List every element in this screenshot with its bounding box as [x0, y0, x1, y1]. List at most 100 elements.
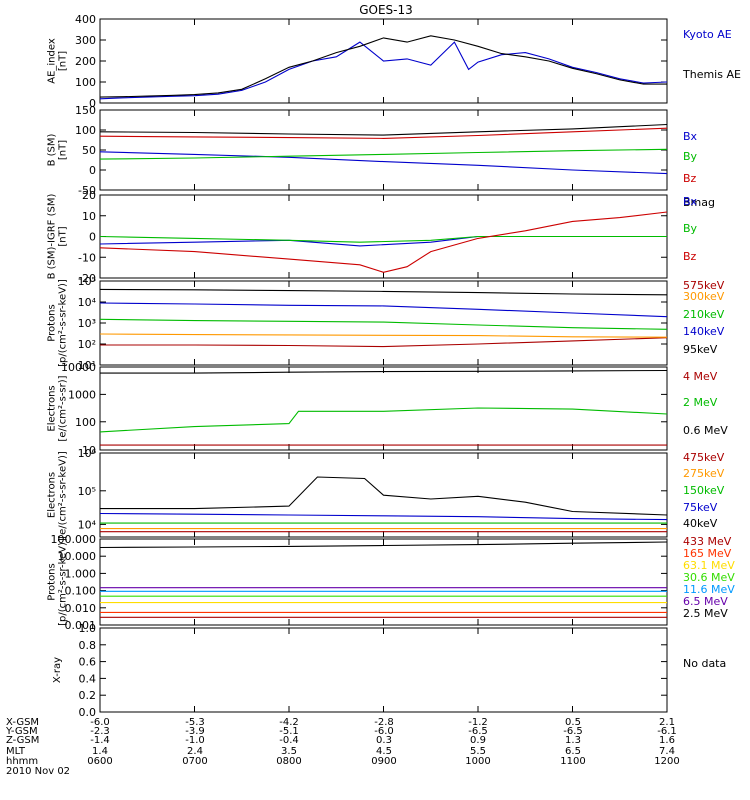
y-axis-label-line: B (SM): [47, 133, 58, 166]
y-tick-label: 10³: [78, 317, 96, 330]
series-line-300kev: [99, 333, 668, 338]
series-line-575kev: [100, 337, 668, 348]
ephemeris-value: 0.3: [376, 735, 392, 746]
y-axis-label: X-ray: [52, 657, 63, 683]
legend-label: By: [683, 150, 698, 163]
date-label: 2010 Nov 02: [6, 766, 70, 777]
ephemeris-value: 0600: [87, 756, 112, 767]
legend-label: 40keV: [683, 517, 718, 530]
panel-5: 10000 1000 100 10 Electrons [e/(cm²-s-sr)] 4 M…: [47, 361, 729, 457]
ephemeris-value: -2.8: [374, 717, 394, 728]
y-axis-label-line: [e/(cm²-s-sr)]: [58, 375, 69, 441]
y-tick-label: 1.000: [65, 567, 97, 580]
ephemeris-value: 2.4: [187, 746, 203, 757]
y-tick-label: 100.000: [51, 533, 97, 546]
series-line-bz: [99, 127, 668, 139]
panel-2: 150 100 50 0 -50 B (SM) [nT] Bx By Bz Bmag: [47, 104, 716, 209]
legend-label: 11.6 MeV: [683, 583, 735, 596]
y-axis-label-line: [e/(cm²-s-sr-keV)]: [58, 451, 69, 539]
legend-label: 63.1 MeV: [683, 559, 735, 572]
y-tick-label: 400: [75, 13, 96, 26]
ephemeris-value: -5.1: [279, 726, 299, 737]
y-axis-label: Protons [p/(cm²-s-sr-keV)]: [47, 279, 69, 367]
y-tick-label: 10: [82, 444, 96, 457]
y-tick-label: 1000: [68, 388, 96, 401]
legend-label: 433 MeV: [683, 535, 732, 548]
ephemeris-value: -1.2: [468, 717, 488, 728]
ephemeris-value: 3.5: [281, 746, 297, 757]
y-tick-label: 10²: [78, 338, 96, 351]
y-axis-label-line: AE_index: [47, 38, 58, 84]
legend-label: 0.6 MeV: [683, 424, 728, 437]
panel-frame: [99, 627, 668, 713]
y-tick-label: 10⁴: [78, 518, 97, 531]
legend-label: 150keV: [683, 484, 725, 497]
ephemeris-value: 5.5: [470, 746, 486, 757]
y-tick-label: 100: [75, 124, 96, 137]
y-tick-label: -10: [78, 251, 96, 264]
series-line-210kev: [99, 318, 668, 330]
y-axis-label-line: B (SM)-IGRF (SM): [47, 194, 58, 280]
y-tick-label: 10.000: [58, 550, 97, 563]
y-axis-label: AE_index [nT]: [47, 38, 69, 84]
y-tick-label: 150: [75, 104, 96, 117]
ephemeris-value: 0700: [182, 756, 207, 767]
legend-label: 210keV: [683, 308, 725, 321]
y-axis-label-line: Electrons: [47, 385, 58, 431]
series-line-by: [99, 148, 668, 160]
y-tick-label: 0.010: [65, 602, 97, 615]
panel-6: 10⁶ 10⁵ 10⁴ Electrons [e/(cm²-s-sr-keV)] 475k…: [47, 447, 725, 539]
y-tick-label: -50: [78, 184, 96, 197]
y-tick-label: 0.8: [79, 639, 97, 652]
y-tick-label: 0: [89, 164, 96, 177]
ephemeris-value: 1.3: [565, 735, 581, 746]
legend-label: Bx: [683, 130, 698, 143]
ephemeris-value: -6.1: [657, 726, 677, 737]
panel-1: 400 300 200 100 0 AE_index [nT] Kyoto AE Themis …: [47, 13, 741, 110]
y-tick-label: 0.6: [79, 656, 97, 669]
ephemeris-row-label: hhmm: [6, 756, 38, 767]
ephemeris-value: -5.3: [185, 717, 205, 728]
ephemeris-value: 1000: [465, 756, 490, 767]
series-line-bmag: [99, 123, 668, 136]
y-axis-label: B (SM) [nT]: [47, 133, 69, 166]
y-tick-label: 0.0: [79, 706, 97, 719]
y-tick-label: 100: [75, 76, 96, 89]
legend-label: 475keV: [683, 451, 725, 464]
legend-label: Bz: [683, 172, 697, 185]
ephemeris-value: 6.5: [565, 746, 581, 757]
ephemeris-value: 1100: [560, 756, 585, 767]
ephemeris-value: 4.5: [376, 746, 392, 757]
legend-label: 575keV: [683, 279, 725, 292]
legend-label: 275keV: [683, 467, 725, 480]
y-tick-label: 1.0: [79, 622, 97, 635]
y-tick-label: 0.001: [65, 619, 97, 632]
y-axis-label: Protons [p/(cm²-s-sr-keV)]: [47, 538, 69, 626]
panel-frame: [99, 109, 668, 191]
legend-label: Bmag: [683, 196, 715, 209]
ephemeris-value: 2.1: [659, 717, 675, 728]
y-tick-label: 0.2: [79, 689, 97, 702]
y-tick-label: 10⁴: [78, 296, 97, 309]
legend-label: 95keV: [683, 343, 718, 356]
panel-8: 1.0 0.8 0.6 0.4 0.2 0.0 X-ray No data: [52, 622, 726, 719]
y-axis-label: Electrons [e/(cm²-s-sr)]: [47, 375, 69, 441]
series-line-bz: [99, 211, 668, 273]
ephemeris-value: 0.5: [565, 717, 581, 728]
y-tick-label: 0: [89, 97, 96, 110]
legend-label: Bz: [683, 250, 697, 263]
series-line-140kev: [99, 302, 668, 318]
ephemeris-row-label: Z-GSM: [6, 735, 39, 746]
y-axis-label: B (SM)-IGRF (SM) [nT]: [47, 194, 69, 280]
y-axis-label-line: [p/(cm²-s-sr-keV)]: [58, 538, 69, 626]
ephemeris-value: -6.5: [468, 726, 488, 737]
series-line-75kev: [99, 512, 668, 521]
ephemeris-value: 7.4: [659, 746, 675, 757]
ephemeris-footer: X-GSM -6.0 -5.3 -4.2 -2.8 -1.2 0.5 2.1 Y-GSM -2.3…: [5, 717, 680, 777]
ephemeris-value: 1.6: [659, 735, 675, 746]
y-tick-label: 300: [75, 34, 96, 47]
y-tick-label: 10000: [61, 361, 96, 374]
y-axis-label-line: Protons: [47, 304, 58, 341]
